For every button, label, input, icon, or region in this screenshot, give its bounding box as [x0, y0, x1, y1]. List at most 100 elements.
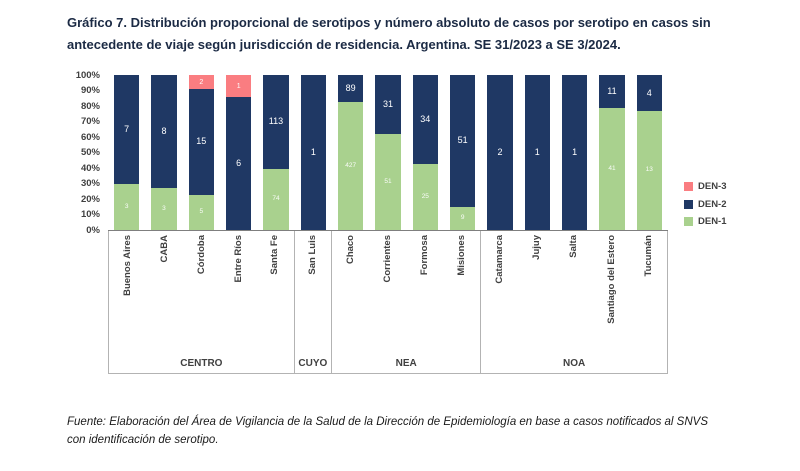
- segment-value-label: 13: [645, 166, 653, 174]
- category-label-slot: Santiago del Estero: [593, 235, 630, 353]
- category-label: San Luis: [307, 235, 319, 275]
- bar-segment: 5: [188, 194, 214, 230]
- segment-value-label: 4: [646, 87, 652, 98]
- category-label: Salta: [568, 235, 580, 258]
- legend-swatch: [684, 217, 693, 227]
- bar-segment: 11: [599, 75, 625, 108]
- bar-segment: 7: [113, 75, 140, 184]
- category-label: Formosa: [418, 235, 430, 276]
- segment-value-label: 3: [162, 204, 166, 212]
- region-group-label: CUYO: [294, 353, 332, 374]
- y-axis-tick-label: 100%: [75, 69, 100, 81]
- segment-value-label: 51: [384, 177, 392, 185]
- bar: 427 89: [337, 75, 364, 230]
- y-axis-tick-label: 20%: [80, 193, 100, 205]
- y-axis-tick-label: 40%: [80, 162, 100, 174]
- segment-value-label: 41: [608, 164, 616, 172]
- bar-segment: 89: [337, 75, 364, 102]
- bar-slot: 13 4: [631, 75, 668, 230]
- category-label: Catamarca: [494, 235, 506, 284]
- category-label: Córdoba: [195, 235, 207, 275]
- bar-slot: 2: [481, 75, 518, 230]
- legend-item: DEN-1: [684, 217, 727, 227]
- category-label-slot: Santa Fe: [257, 235, 294, 353]
- plot-area: 3 7 3 8 5 15 2 6 1 74 113 Buenos Aires CABA Córdoba En…: [108, 75, 668, 374]
- category-label-slot: Catamarca: [481, 235, 518, 353]
- bar-segment: 51: [375, 133, 401, 230]
- bar-segment: 41: [599, 107, 625, 230]
- legend-swatch: [684, 199, 693, 209]
- segment-value-label: 113: [268, 116, 284, 127]
- bar: 51 31: [375, 75, 401, 230]
- segment-value-label: 2: [199, 78, 204, 86]
- y-axis: 0% 10% 20% 30% 40% 50% 60% 70% 80% 90% 100%: [66, 70, 108, 234]
- legend-label: DEN-3: [698, 181, 727, 192]
- bar-segment: 6: [225, 97, 252, 230]
- bar-segment: 427: [337, 101, 364, 230]
- category-group: 3 7 3 8 5 15 2 6 1 74 113 Buenos Aires CABA Córdoba En…: [108, 75, 295, 374]
- segment-value-label: 74: [272, 195, 280, 203]
- category-label-slot: Córdoba: [183, 235, 220, 353]
- category-label: Buenos Aires: [121, 235, 133, 296]
- chart-legend: DEN-3 DEN-2 DEN-1: [684, 182, 727, 227]
- bar-segment: 74: [263, 168, 289, 230]
- y-axis-tick-label: 50%: [80, 146, 100, 158]
- y-axis-tick-label: 80%: [80, 100, 100, 112]
- source-note: Fuente: Elaboración del Área de Vigilanc…: [67, 416, 708, 446]
- bar-slot: 51 31: [369, 75, 406, 230]
- category-label-slot: Misiones: [443, 235, 480, 353]
- segment-value-label: 9: [460, 214, 465, 222]
- bar-segment: 25: [412, 164, 438, 230]
- segment-value-label: 1: [310, 147, 316, 157]
- segment-value-label: 25: [421, 192, 429, 200]
- bar-slot: 1: [556, 75, 593, 230]
- category-label-slot: Jujuy: [518, 235, 555, 353]
- bar-slot: 1: [295, 75, 332, 230]
- region-group-label: CENTRO: [108, 353, 295, 374]
- category-group: 427 89 51 31 25 34 9 51 Chaco Corrientes Formosa Mi…: [332, 75, 482, 374]
- chart-title: Gráfico 7. Distribución proporcional de …: [67, 15, 711, 53]
- category-label: Misiones: [456, 235, 468, 276]
- bar-segment: 3: [151, 187, 177, 230]
- segment-value-label: 7: [124, 123, 130, 134]
- bar-segment: 1: [561, 75, 588, 230]
- bar: 13 4: [636, 75, 662, 230]
- segment-value-label: 3: [124, 202, 129, 210]
- segment-value-label: 31: [382, 98, 393, 109]
- bar-segment: 8: [151, 75, 177, 188]
- y-axis-tick-label: 70%: [80, 115, 100, 127]
- segment-value-label: 2: [497, 147, 503, 157]
- bar: 2: [487, 75, 513, 230]
- y-axis-tick-label: 60%: [80, 131, 100, 143]
- bar-slot: 25 34: [407, 75, 444, 230]
- category-label: Entre Ríos: [232, 235, 244, 283]
- bar-slot: 9 51: [444, 75, 481, 230]
- bars-row: 3 7 3 8 5 15 2 6 1 74 113: [108, 75, 295, 231]
- legend-item: DEN-3: [684, 182, 727, 192]
- bar-segment: 1: [225, 75, 252, 98]
- legend-label: DEN-1: [698, 216, 727, 227]
- category-label: Jujuy: [531, 235, 543, 260]
- category-label-slot: Salta: [556, 235, 593, 353]
- bar: 74 113: [263, 75, 289, 230]
- legend-item: DEN-2: [684, 199, 727, 210]
- segment-value-label: 5: [199, 208, 204, 216]
- y-axis-tick-label: 10%: [80, 208, 100, 220]
- segment-value-label: 34: [420, 114, 431, 125]
- bar: 1: [561, 75, 588, 230]
- segment-value-label: 8: [161, 125, 167, 136]
- region-group-label: NEA: [332, 353, 482, 374]
- y-axis-tick-label: 0%: [86, 224, 100, 236]
- category-label: Santiago del Estero: [605, 235, 617, 324]
- bars-row: 427 89 51 31 25 34 9 51: [332, 75, 482, 231]
- bar-segment: 15: [188, 89, 214, 195]
- segment-value-label: 1: [236, 82, 241, 90]
- category-label-slot: Formosa: [406, 235, 443, 353]
- bar-slot: 1: [519, 75, 556, 230]
- bar-segment: 2: [487, 75, 513, 230]
